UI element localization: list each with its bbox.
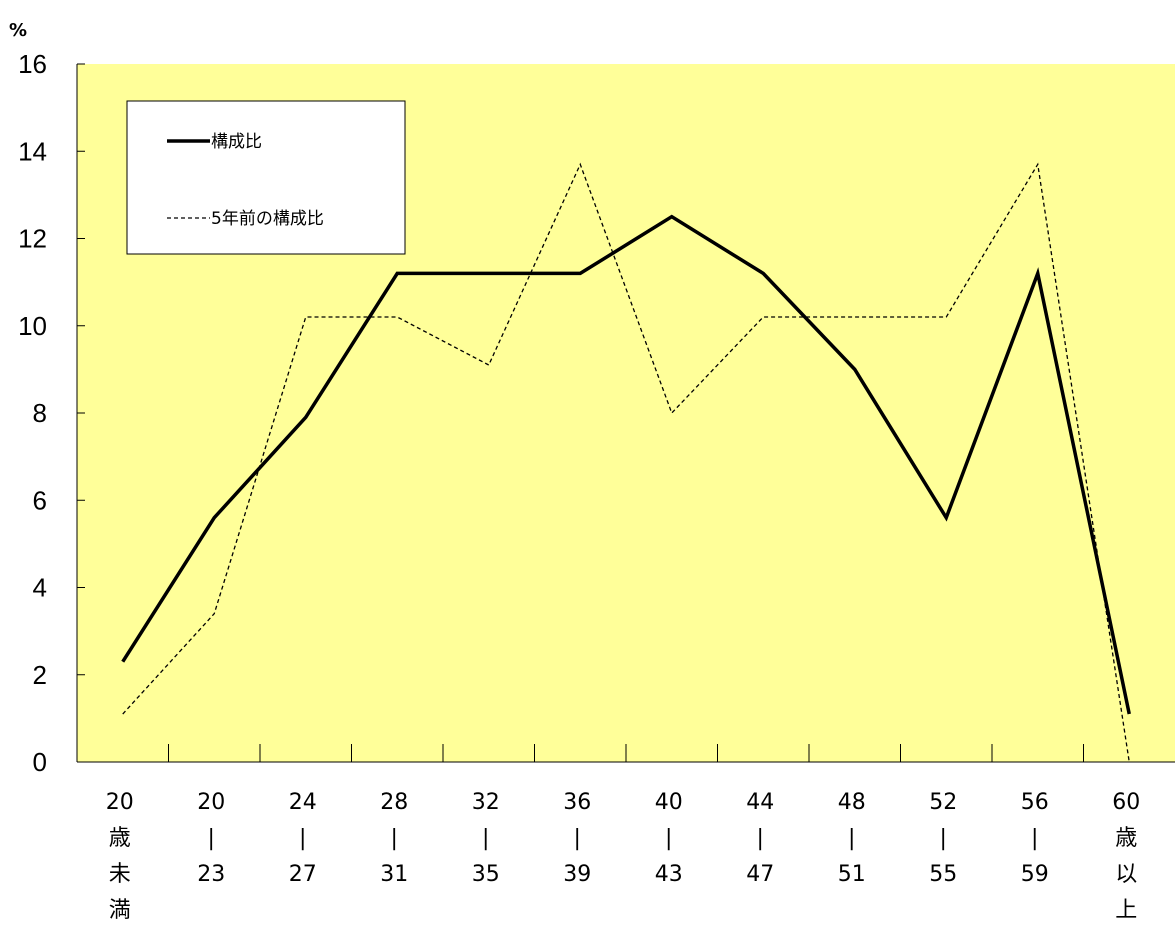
- x-tick-label: 51: [838, 862, 866, 887]
- x-tick-label: 48: [838, 790, 866, 815]
- x-tick-label: 43: [655, 862, 683, 887]
- x-tick-label: 28: [380, 790, 408, 815]
- x-tick-label: |: [1031, 826, 1038, 851]
- legend: 構成比 5年前の構成比: [126, 100, 406, 255]
- legend-label-five-years-ago: 5年前の構成比: [211, 209, 324, 229]
- series-line-five-years-ago: [122, 162, 1130, 763]
- x-tick-label: 35: [472, 862, 500, 887]
- x-tick-label: 55: [929, 862, 957, 887]
- x-tick-label: 32: [472, 790, 500, 815]
- x-tick-label: 23: [197, 862, 225, 887]
- x-tick-label: 満: [109, 898, 131, 923]
- series-line-current: [121, 214, 1131, 715]
- x-tick-label: |: [482, 826, 489, 851]
- x-tick-label: 59: [1021, 862, 1049, 887]
- x-tick-label: |: [665, 826, 672, 851]
- x-tick-label: |: [574, 826, 581, 851]
- x-tick-label: |: [940, 826, 947, 851]
- x-tick-label: 40: [655, 790, 683, 815]
- x-tick-label: 44: [746, 790, 774, 815]
- y-tick-label: 4: [33, 573, 47, 603]
- x-axis-ticks: 20歳未満20|2324|2728|3132|3536|3940|4344|47…: [106, 744, 1140, 923]
- y-tick-label: 6: [33, 485, 47, 515]
- x-tick-label: |: [848, 826, 855, 851]
- x-tick-label: 47: [746, 862, 774, 887]
- y-axis-ticks: 0 2 4 6 8 10 12 14 16: [18, 49, 85, 777]
- y-tick-label: 14: [18, 136, 47, 166]
- x-tick-label: 31: [380, 862, 408, 887]
- x-tick-label: |: [391, 826, 398, 851]
- x-tick-label: 上: [1115, 898, 1137, 923]
- y-tick-label: 0: [33, 747, 47, 777]
- x-tick-label: 歳: [109, 826, 131, 851]
- x-tick-label: 歳: [1115, 826, 1137, 851]
- series-lines: [121, 162, 1131, 763]
- x-tick-label: |: [299, 826, 306, 851]
- x-tick-label: 20: [197, 790, 225, 815]
- x-tick-label: 52: [929, 790, 957, 815]
- y-tick-label: 12: [18, 224, 47, 254]
- x-tick-label: |: [757, 826, 764, 851]
- x-tick-label: 27: [289, 862, 317, 887]
- x-tick-label: 56: [1021, 790, 1049, 815]
- y-tick-label: 16: [18, 49, 47, 79]
- x-tick-label: 39: [563, 862, 591, 887]
- x-tick-label: |: [208, 826, 215, 851]
- y-tick-label: 8: [33, 398, 47, 428]
- y-tick-label: 10: [18, 311, 47, 341]
- x-tick-label: 20: [106, 790, 134, 815]
- x-tick-label: 36: [563, 790, 591, 815]
- y-axis-unit-label: %: [9, 20, 27, 41]
- legend-box: [126, 100, 406, 255]
- x-tick-label: 未: [109, 862, 131, 887]
- x-tick-label: 60: [1112, 790, 1140, 815]
- x-tick-label: 24: [289, 790, 317, 815]
- legend-label-current: 構成比: [211, 132, 262, 152]
- x-tick-label: 以: [1115, 862, 1137, 887]
- y-tick-label: 2: [33, 660, 47, 690]
